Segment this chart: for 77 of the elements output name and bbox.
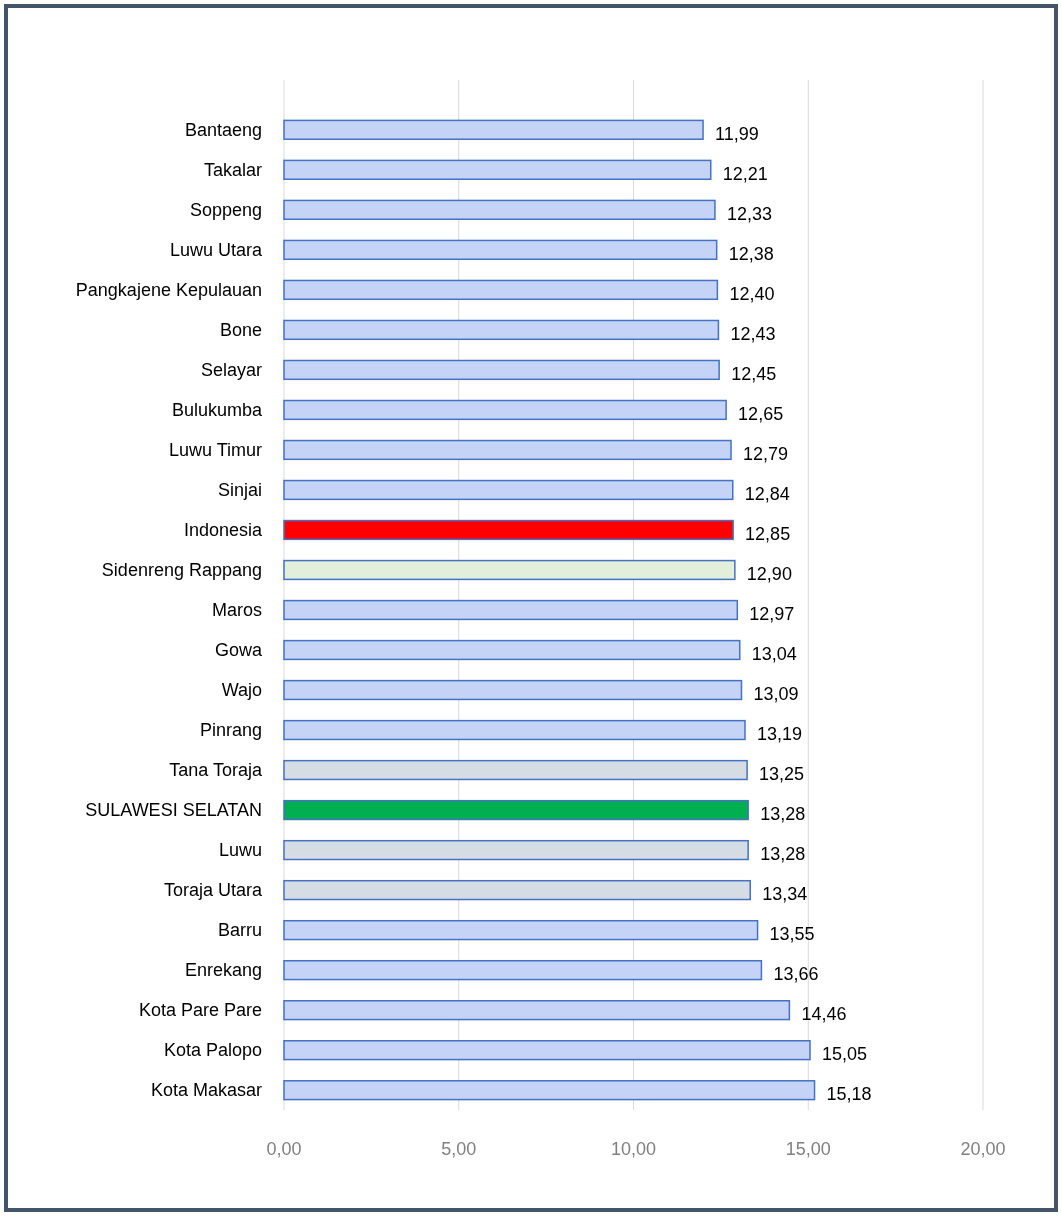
bar	[283, 559, 736, 581]
data-label: 12,33	[726, 204, 772, 225]
y-tick-label: Tana Toraja	[169, 760, 263, 781]
x-tick-label: 15,00	[785, 1139, 831, 1159]
y-tick-label: Pinrang	[199, 720, 262, 741]
data-label: 11,99	[715, 124, 759, 145]
y-tick-label: Indonesia	[183, 520, 263, 541]
y-tick-label: Sinjai	[217, 480, 262, 501]
x-tick-label: 10,00	[610, 1139, 657, 1159]
data-label: 12,40	[729, 284, 775, 305]
data-label: 13,28	[760, 844, 806, 865]
data-label: 13,55	[769, 924, 815, 945]
data-label: 12,43	[730, 324, 776, 345]
bar	[283, 399, 727, 421]
bar	[283, 519, 734, 541]
bar	[283, 239, 718, 261]
y-tick-label: Bone	[219, 320, 262, 341]
bar	[283, 1080, 816, 1101]
data-label: 12,79	[743, 444, 789, 465]
y-tick-label: Kota Pare Pare	[138, 1000, 262, 1021]
y-tick-label: Luwu	[218, 840, 262, 861]
y-tick-label: Enrekang	[184, 960, 262, 981]
data-label: 12,38	[728, 244, 774, 265]
bar	[283, 359, 720, 381]
y-tick-label: Sidenreng Rappang	[101, 560, 262, 581]
bar	[283, 599, 739, 621]
data-label: 13,28	[760, 804, 806, 825]
y-tick-label: Takalar	[203, 160, 262, 181]
y-tick-label: Kota Makasar	[150, 1080, 262, 1101]
y-tick-label: Gowa	[214, 640, 263, 661]
y-tick-label: Bulukumba	[171, 400, 263, 421]
data-label: 12,84	[744, 484, 790, 505]
data-label: 12,65	[738, 404, 784, 425]
bar	[283, 959, 763, 981]
data-label: 12,21	[722, 164, 768, 185]
x-tick-label: 0,00	[266, 1139, 302, 1159]
y-tick-label: Soppeng	[189, 200, 262, 221]
bar	[283, 1040, 811, 1061]
y-tick-label: Bantaeng	[184, 120, 262, 141]
y-tick-label: Luwu Utara	[169, 240, 263, 261]
y-tick-label: SULAWESI SELATAN	[85, 800, 262, 821]
data-label: 12,85	[745, 524, 791, 545]
bar	[283, 319, 720, 341]
bar	[283, 1000, 791, 1021]
bar	[283, 679, 743, 701]
data-label: 14,46	[801, 1004, 847, 1025]
x-tick-label: 20,00	[960, 1139, 1006, 1159]
bar	[283, 719, 746, 741]
data-label: 12,97	[749, 604, 795, 625]
data-label: 13,66	[773, 964, 819, 985]
y-tick-label: Pangkajene Kepulauan	[75, 280, 262, 301]
data-label: 13,04	[751, 644, 797, 665]
data-label: 13,34	[762, 884, 808, 905]
data-label: 12,90	[746, 564, 792, 585]
bar	[283, 159, 712, 180]
bar	[283, 919, 759, 941]
y-tick-label: Toraja Utara	[163, 880, 263, 901]
data-label: 13,25	[759, 764, 805, 785]
data-label: 13,19	[756, 724, 803, 745]
y-tick-label: Kota Palopo	[163, 1040, 262, 1061]
y-tick-label: Luwu Timur	[168, 440, 262, 461]
bar	[283, 279, 719, 301]
x-tick-label: 5,00	[441, 1139, 477, 1159]
data-label: 15,05	[822, 1044, 868, 1065]
bar	[283, 799, 749, 821]
bar	[283, 199, 716, 220]
bar	[283, 119, 704, 140]
y-tick-label: Maros	[211, 600, 262, 621]
bar	[283, 479, 734, 501]
y-tick-label: Wajo	[221, 680, 262, 701]
y-tick-label: Selayar	[200, 360, 263, 381]
data-label: 15,18	[826, 1084, 872, 1105]
y-tick-label: Barru	[217, 920, 262, 941]
bar	[283, 439, 732, 461]
data-label: 13,09	[753, 684, 799, 705]
bar	[283, 639, 741, 661]
data-label: 12,45	[731, 364, 777, 385]
